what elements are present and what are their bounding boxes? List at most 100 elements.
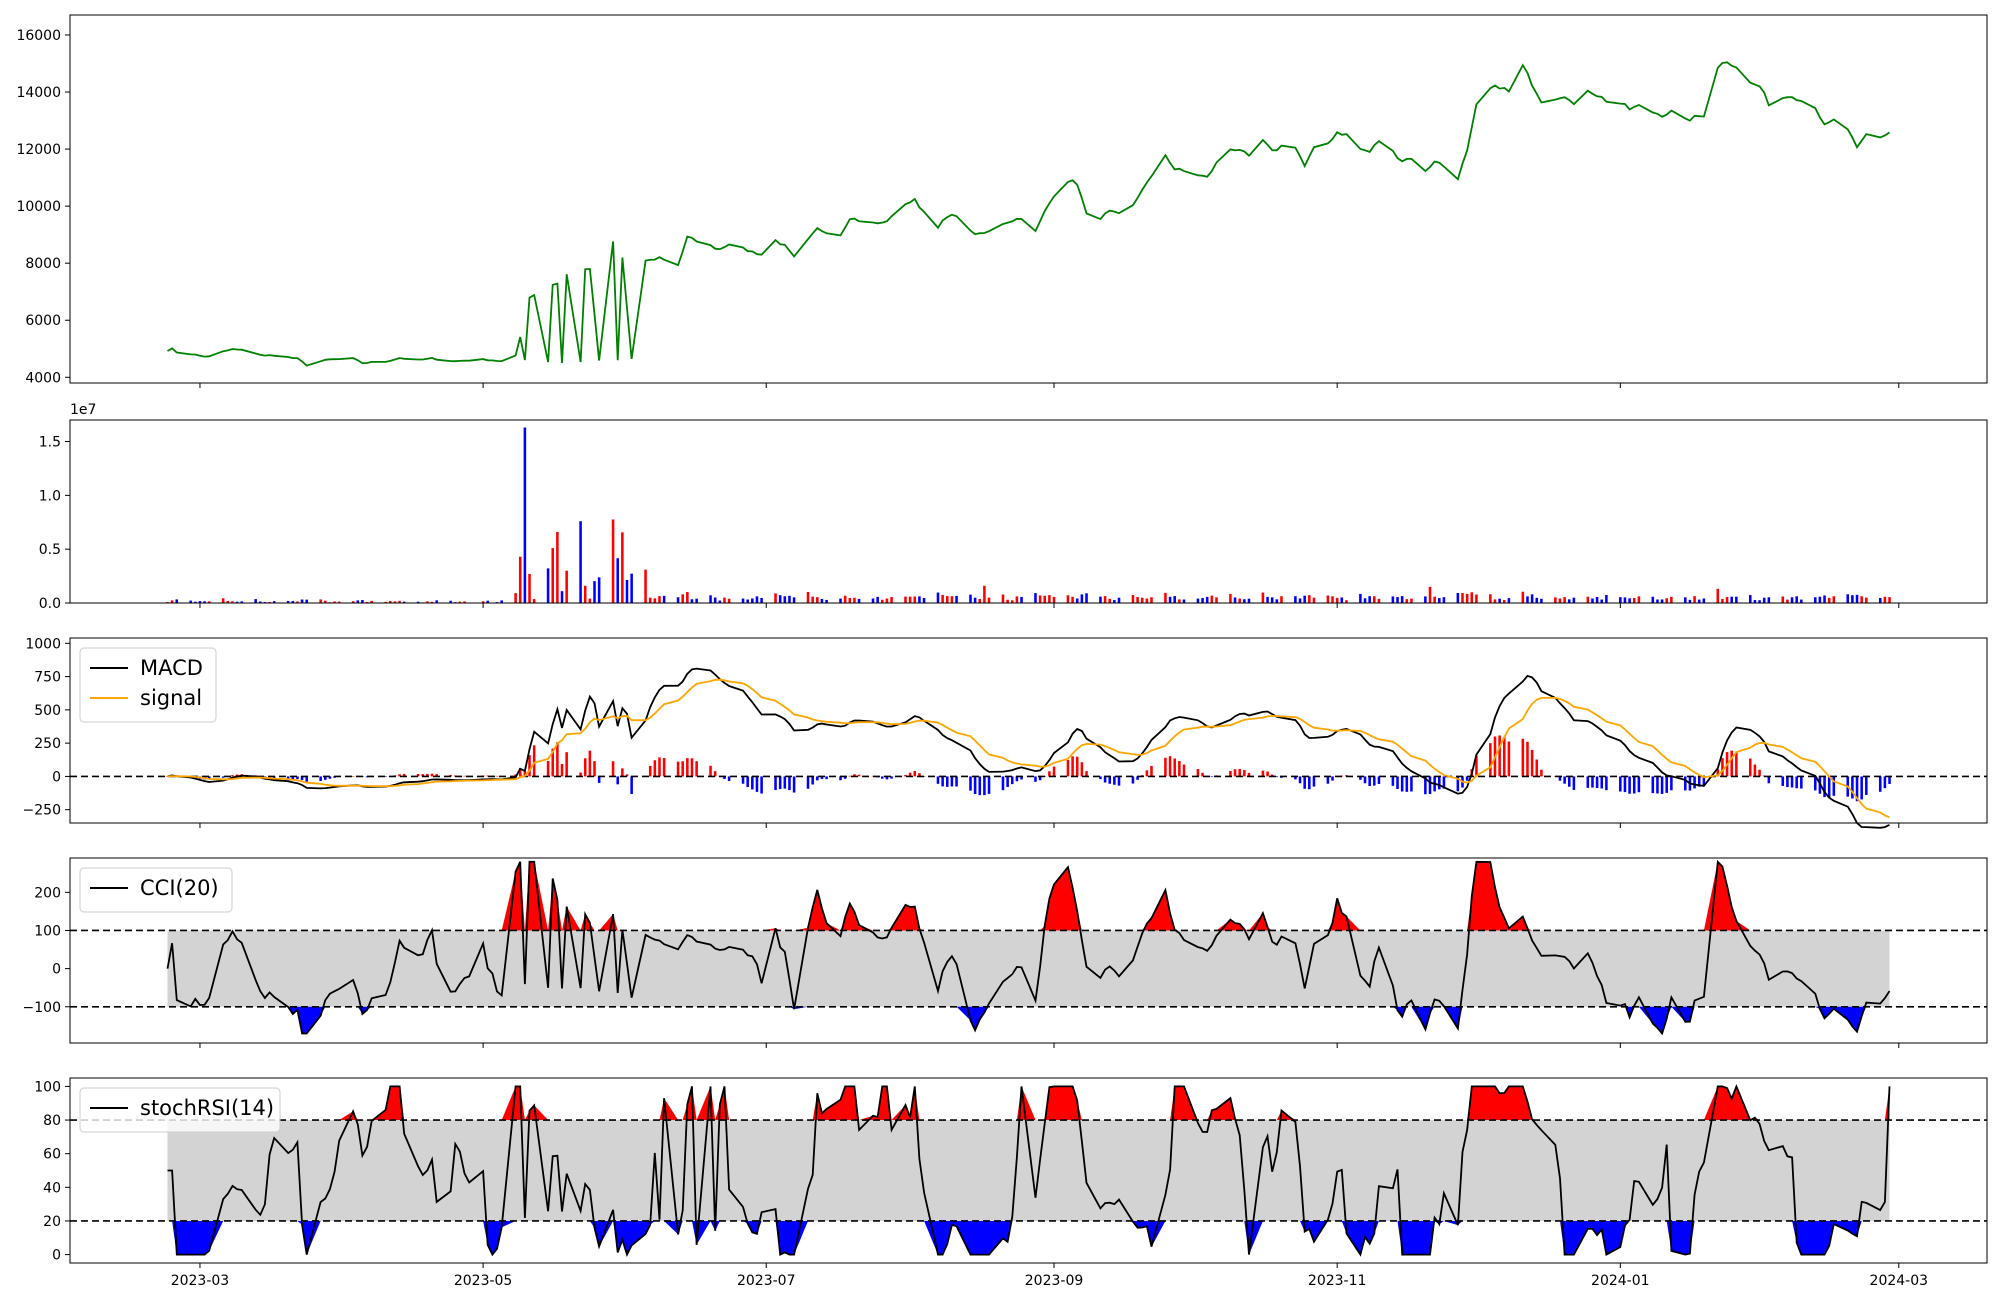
histogram-bar (1368, 776, 1371, 786)
histogram-bar (1326, 776, 1330, 784)
histogram-bar (630, 776, 633, 794)
histogram-bar (1888, 776, 1891, 784)
histogram-bar (1020, 776, 1023, 780)
histogram-bar (1071, 756, 1074, 777)
histogram-bar (486, 775, 490, 777)
histogram-bar (955, 776, 958, 787)
volume-bar (514, 593, 517, 603)
volume-bar (913, 596, 917, 603)
histogram-bar (324, 776, 327, 780)
volume-bar (723, 597, 726, 603)
histogram-bar (231, 775, 234, 777)
histogram-bar (1243, 770, 1246, 777)
volume-bar (1196, 598, 1200, 603)
histogram-bar (1632, 776, 1636, 794)
volume-bar (1883, 596, 1887, 603)
offset-text: 1e7 (70, 402, 96, 418)
histogram-bar (1623, 776, 1627, 793)
volume-bar (1888, 597, 1891, 603)
volume-bar (741, 598, 745, 603)
volume-bar (1363, 598, 1367, 603)
histogram-bar (1164, 757, 1167, 777)
volume-bar (1530, 594, 1534, 603)
volume-bar (811, 596, 814, 603)
histogram-bar (305, 776, 309, 782)
volume-bar (1632, 597, 1636, 603)
histogram-bar (1456, 776, 1460, 792)
x-tick-label: 2024-01 (1591, 1273, 1650, 1289)
histogram-bar (1303, 776, 1306, 789)
volume-bar (1827, 597, 1831, 603)
volume-bar (1010, 600, 1014, 603)
volume-bar (254, 599, 257, 603)
histogram-bar (1312, 776, 1316, 787)
histogram-bar (709, 765, 712, 777)
legend-label: stochRSI(14) (140, 1096, 274, 1120)
volume-bar (435, 600, 438, 603)
histogram-bar (1270, 774, 1274, 777)
volume-bar (221, 598, 225, 603)
volume-bar (1586, 596, 1590, 603)
volume-bar (788, 595, 791, 603)
histogram-bar (221, 776, 225, 778)
volume-bar (1182, 599, 1186, 603)
volume-bar (1006, 599, 1009, 603)
histogram-bar (1860, 776, 1863, 800)
y-tick-label: 200 (34, 885, 61, 901)
x-tick-label: 2023-03 (171, 1273, 230, 1289)
volume-bar (676, 597, 680, 603)
histogram-bar (1665, 776, 1669, 793)
volume-bar (356, 600, 360, 603)
y-tick-label: 100 (34, 1079, 61, 1095)
volume-bar (426, 601, 429, 603)
histogram-bar (695, 761, 698, 777)
x-tick-label: 2023-09 (1025, 1273, 1084, 1289)
histogram-bar (885, 776, 889, 780)
volume-bar (658, 596, 661, 603)
volume-bar (1605, 595, 1608, 603)
volume-bar (755, 596, 759, 603)
histogram-bar (1178, 761, 1181, 777)
y-tick-label: 20 (43, 1214, 61, 1230)
histogram-bar (286, 776, 290, 779)
volume-bar (305, 599, 309, 603)
histogram-bar (1855, 776, 1859, 802)
volume-bar (1391, 596, 1395, 603)
histogram-bar (416, 773, 420, 777)
volume-bar (1660, 599, 1664, 603)
histogram-bar (941, 776, 944, 787)
histogram-bar (1006, 776, 1009, 787)
volume-bar (1535, 597, 1539, 603)
histogram-bar (1591, 776, 1594, 788)
histogram-bar (1567, 776, 1571, 787)
histogram-bar (1145, 770, 1149, 777)
volume-bar (718, 600, 722, 603)
y-tick-label: 12000 (16, 142, 61, 158)
histogram-bar (1052, 766, 1056, 777)
histogram-bar (583, 758, 587, 777)
histogram-bar (625, 774, 629, 777)
volume-bar (1521, 591, 1525, 603)
histogram-bar (1670, 776, 1673, 791)
volume-bar (973, 597, 977, 603)
histogram-bar (532, 745, 536, 777)
volume-bar (333, 601, 336, 603)
volume-bar (1345, 600, 1348, 603)
histogram-bar (843, 776, 847, 779)
histogram-bar (1099, 776, 1102, 780)
volume-bar (1498, 598, 1501, 603)
histogram-bar (1660, 776, 1664, 794)
volume-bar (1071, 596, 1074, 603)
histogram-bar (1813, 776, 1817, 791)
histogram-bar (713, 771, 717, 777)
volume-bar (388, 600, 392, 603)
volume-bar (463, 601, 466, 603)
volume-bar (1038, 595, 1042, 603)
histogram-bar (1502, 737, 1506, 777)
volume-bar (1832, 596, 1836, 603)
histogram-bar (1851, 776, 1854, 799)
histogram-bar (760, 776, 763, 794)
volume-bar (259, 601, 262, 603)
volume-bar (528, 573, 531, 603)
y-tick-label: −250 (23, 803, 61, 819)
